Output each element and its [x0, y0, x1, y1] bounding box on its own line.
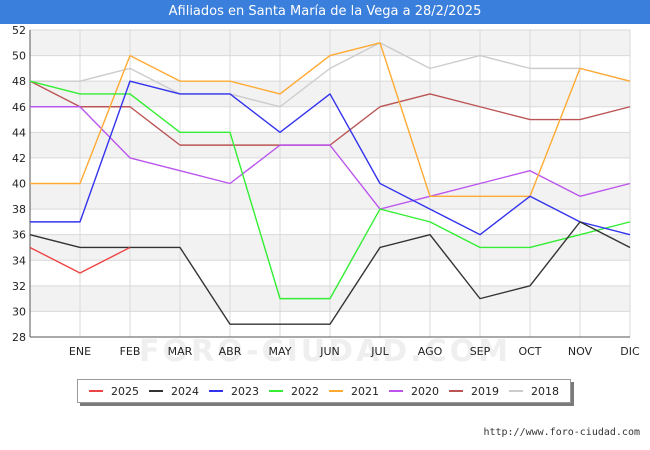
- legend-item-2020: 2020: [389, 385, 439, 398]
- legend-swatch: [329, 390, 343, 392]
- legend-label: 2020: [411, 384, 439, 398]
- chart-title: Afiliados en Santa María de la Vega a 28…: [168, 4, 482, 19]
- series-line-2025: [29, 246, 131, 274]
- series-line-2018: [30, 42, 631, 108]
- x-tick-label: ENE: [69, 345, 91, 358]
- legend-swatch: [209, 390, 223, 392]
- x-tick-label: AGO: [418, 345, 443, 358]
- legend-swatch: [389, 390, 403, 392]
- legend-item-2018: 2018: [509, 385, 559, 398]
- legend-label: 2022: [291, 384, 319, 398]
- y-tick-label: 42: [12, 152, 26, 165]
- legend-item-2021: 2021: [329, 385, 379, 398]
- x-tick-label: JUN: [319, 345, 340, 358]
- x-tick-label: SEP: [470, 345, 491, 358]
- x-tick-label: JUL: [370, 345, 389, 358]
- x-tick-label: DIC: [620, 345, 640, 358]
- legend-item-2019: 2019: [449, 385, 499, 398]
- legend-item-2024: 2024: [149, 385, 199, 398]
- legend-label: 2019: [471, 384, 499, 398]
- y-tick-label: 30: [12, 305, 26, 318]
- legend: 2025 2024 2023 2022 2021 2020 2019 2018: [77, 379, 571, 403]
- x-tick-label: MAR: [168, 345, 193, 358]
- source-url[interactable]: http://www.foro-ciudad.com: [483, 427, 640, 438]
- legend-swatch: [149, 390, 163, 392]
- legend-swatch: [89, 390, 103, 392]
- legend-item-2022: 2022: [269, 385, 319, 398]
- legend-label: 2021: [351, 384, 379, 398]
- legend-swatch: [449, 390, 463, 392]
- y-tick-label: 36: [12, 229, 26, 242]
- legend-swatch: [269, 390, 283, 392]
- title-bar: Afiliados en Santa María de la Vega a 28…: [0, 0, 650, 24]
- legend-label: 2024: [171, 384, 199, 398]
- legend-label: 2023: [231, 384, 259, 398]
- x-tick-label: FEB: [120, 345, 141, 358]
- y-tick-label: 32: [12, 280, 26, 293]
- y-tick-label: 34: [12, 254, 26, 267]
- y-tick-label: 52: [12, 24, 26, 37]
- watermark-text: FORO-CIUDAD.COM: [139, 334, 511, 369]
- legend-swatch: [509, 390, 523, 392]
- x-tick-label: ABR: [219, 345, 242, 358]
- legend-item-2023: 2023: [209, 385, 259, 398]
- series-line-2023: [30, 80, 631, 236]
- series-lines: [29, 42, 631, 325]
- series-line-2020: [30, 106, 631, 210]
- legend-label: 2025: [111, 384, 139, 398]
- legend-item-2025: 2025: [89, 385, 139, 398]
- y-tick-label: 38: [12, 203, 26, 216]
- y-tick-label: 40: [12, 178, 26, 191]
- x-tick-label: OCT: [518, 345, 541, 358]
- x-tick-label: MAY: [269, 345, 292, 358]
- x-tick-label: NOV: [568, 345, 593, 358]
- y-tick-label: 48: [12, 75, 26, 88]
- y-tick-label: 44: [12, 126, 26, 139]
- x-tick-labels: ENE FEB MAR ABR MAY JUN JUL AGO SEP OCT NOV DIC: [69, 345, 640, 358]
- y-tick-label: 46: [12, 101, 26, 114]
- legend-label: 2018: [531, 384, 559, 398]
- series-line-2022: [29, 80, 631, 300]
- y-tick-label: 28: [12, 331, 26, 344]
- y-tick-labels: 28 30 32 34 36 38 40 42 44 46 48 50 52: [12, 24, 26, 344]
- y-tick-label: 50: [12, 50, 26, 63]
